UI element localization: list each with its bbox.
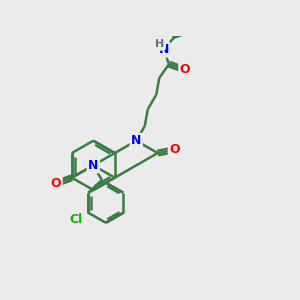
Text: N: N <box>88 159 98 172</box>
Text: O: O <box>169 143 180 156</box>
Text: H: H <box>154 39 164 50</box>
Text: N: N <box>131 134 141 147</box>
Text: O: O <box>51 177 61 190</box>
Text: O: O <box>180 63 190 76</box>
Text: N: N <box>158 43 169 56</box>
Text: Cl: Cl <box>70 213 83 226</box>
